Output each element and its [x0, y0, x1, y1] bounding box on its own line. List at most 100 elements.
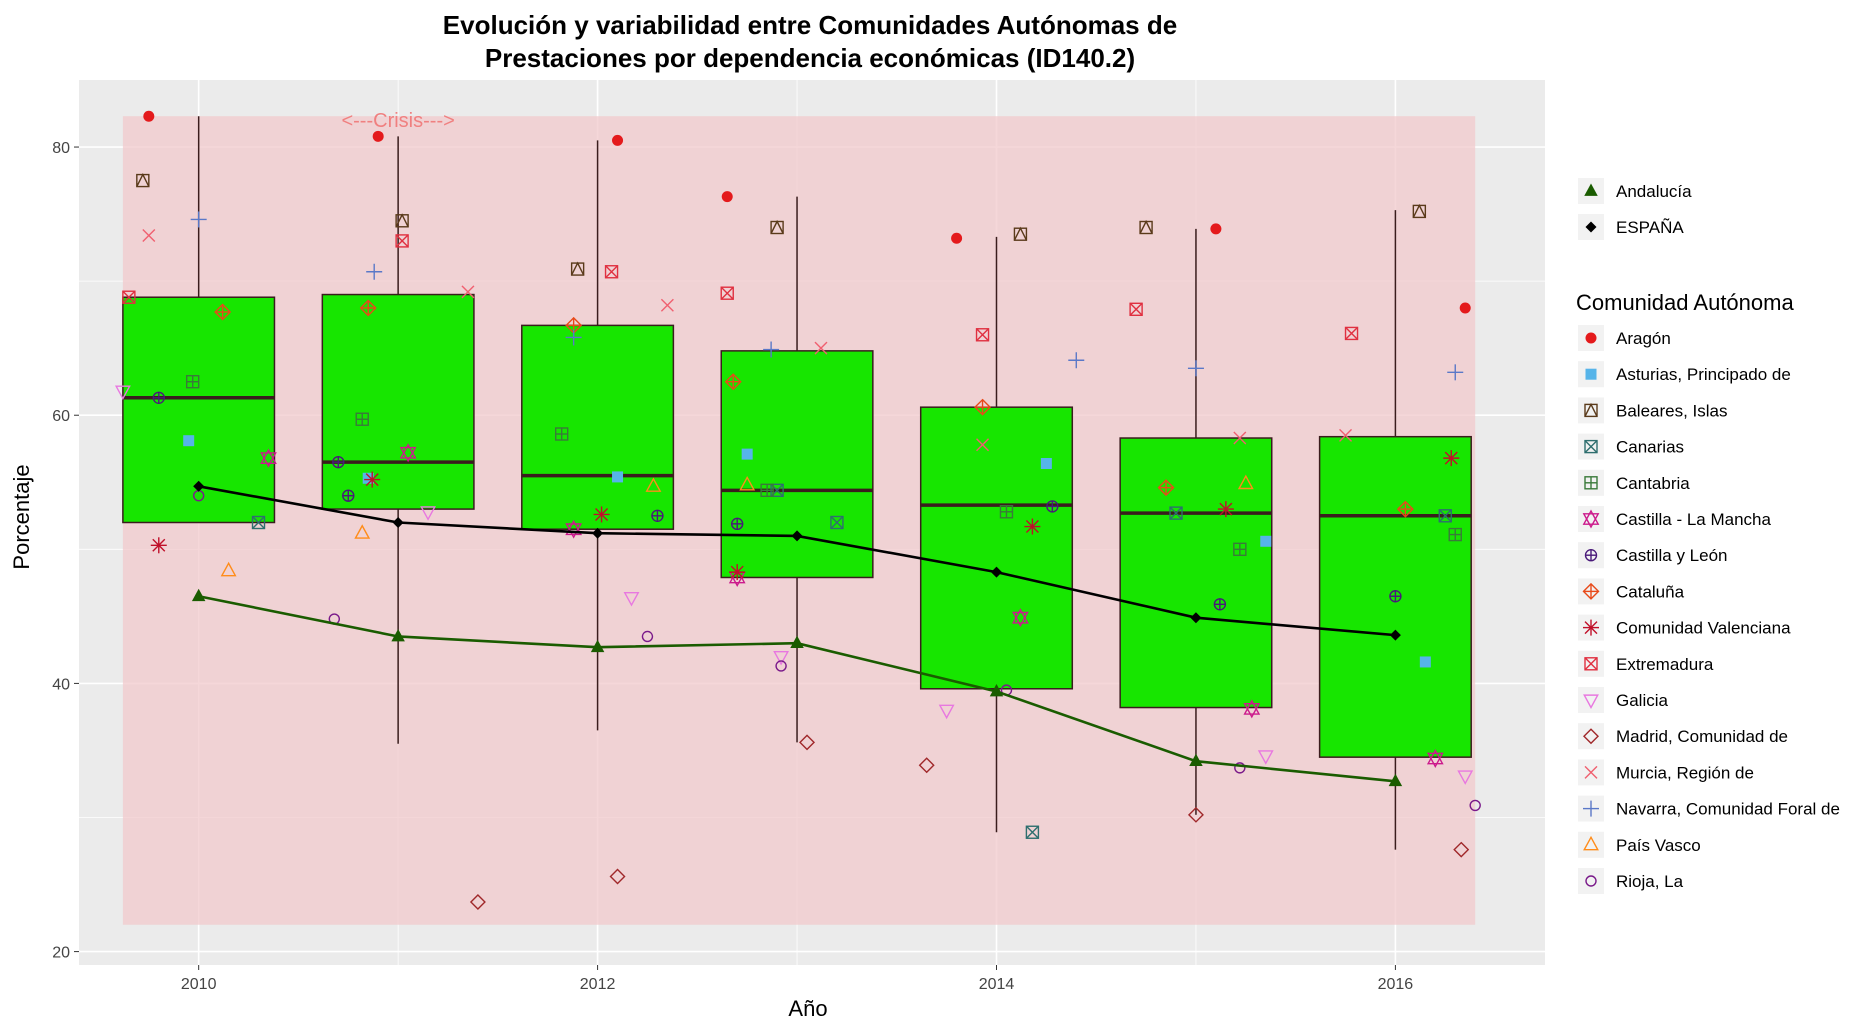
- point-murcia-regi-n-de: [461, 285, 475, 299]
- point-asturias-principado-de: [1040, 458, 1052, 469]
- legend-key-marker: [1584, 439, 1598, 454]
- point-arag-n: [372, 130, 384, 142]
- point-canarias: [1025, 825, 1040, 839]
- point-navarra-comunidad-foral-de: [565, 329, 582, 346]
- legend-title: Comunidad Autónoma: [1576, 290, 1794, 315]
- legend-key: [1578, 831, 1604, 858]
- series-point: [1190, 612, 1202, 624]
- point-extremadura: [1344, 326, 1359, 341]
- point-asturias-principado-de: [183, 435, 195, 447]
- point-galicia: [1257, 750, 1274, 765]
- point-madrid-comunidad-de: [799, 734, 816, 751]
- point-castilla-y-le-n: [332, 455, 345, 469]
- box-body: [321, 293, 475, 510]
- legend-key-marker: [1585, 332, 1597, 344]
- x-tick-label: 2016: [1378, 976, 1414, 993]
- point-arag-n: [951, 232, 963, 244]
- community-points: [114, 110, 1481, 910]
- box-body: [1119, 437, 1273, 709]
- series-point: [592, 527, 604, 539]
- legend-community-label: Cantabria: [1616, 474, 1690, 493]
- point-castilla-la-mancha: [1243, 699, 1261, 719]
- box-body: [919, 406, 1074, 690]
- point-canarias: [1438, 509, 1452, 523]
- box-2014: [919, 236, 1074, 833]
- point-navarra-comunidad-foral-de: [1068, 352, 1085, 369]
- point-madrid-comunidad-de: [469, 893, 486, 910]
- point-galicia: [938, 704, 955, 720]
- point-galicia: [114, 385, 131, 401]
- point-comunidad-valenciana: [1443, 450, 1460, 467]
- point-pa-s-vasco: [354, 524, 371, 539]
- point-baleares-islas: [570, 261, 585, 276]
- legend-community-label: Castilla y León: [1616, 546, 1728, 565]
- point-asturias-principado-de: [612, 471, 624, 483]
- point-murcia-regi-n-de: [1233, 431, 1247, 445]
- legend-key-marker: [1585, 368, 1597, 380]
- y-tick-label: 80: [52, 140, 70, 157]
- series-point: [391, 628, 405, 642]
- point-cantabria: [760, 483, 774, 498]
- point-navarra-comunidad-foral-de: [1187, 360, 1204, 377]
- point-extremadura: [975, 328, 990, 342]
- x-tick-label: 2010: [181, 976, 217, 993]
- plot-area: <---Crisis--->: [79, 80, 1545, 965]
- legend-key-marker: [1583, 619, 1599, 636]
- legend-key-marker: [1583, 728, 1599, 745]
- point-navarra-comunidad-foral-de: [1447, 364, 1464, 381]
- legend-community-label: Canarias: [1616, 438, 1684, 457]
- series-point: [1389, 629, 1401, 641]
- point-castilla-y-le-n: [1213, 598, 1227, 611]
- point-arag-n: [612, 134, 624, 146]
- point-castilla-la-mancha: [260, 448, 277, 468]
- point-castilla-y-le-n: [342, 489, 355, 502]
- point-madrid-comunidad-de: [918, 757, 935, 774]
- legend-community-label: Extremadura: [1616, 655, 1714, 674]
- point-rioja-la: [641, 630, 654, 643]
- point-murcia-regi-n-de: [976, 438, 990, 452]
- legend-key-marker: [1583, 694, 1599, 709]
- series-andaluc-a: [191, 588, 1403, 787]
- point-baleares-islas: [1412, 203, 1427, 219]
- legend-community-label: Madrid, Comunidad de: [1616, 727, 1788, 746]
- point-murcia-regi-n-de: [142, 229, 156, 243]
- point-extremadura: [720, 286, 734, 300]
- chart-title-line-2: Prestaciones por dependencia económicas …: [485, 43, 1135, 73]
- legend-community-label: Galicia: [1616, 691, 1669, 710]
- series-espa-a: [193, 480, 1401, 641]
- point-baleares-islas: [770, 219, 784, 235]
- series-point: [590, 639, 605, 653]
- legend-community-label: Navarra, Comunidad Foral de: [1616, 800, 1840, 819]
- point-baleares-islas: [395, 213, 409, 228]
- series-point: [790, 635, 804, 649]
- point-asturias-principado-de: [362, 472, 374, 484]
- series-point: [1189, 753, 1203, 767]
- legend-key: [1578, 687, 1604, 713]
- point-castilla-y-le-n: [152, 391, 165, 404]
- point-castilla-y-le-n: [1389, 590, 1402, 603]
- legend-series-label: ESPAÑA: [1616, 218, 1684, 237]
- legend-key: [1578, 397, 1604, 424]
- point-cantabria: [554, 427, 569, 441]
- point-castilla-la-mancha: [1426, 749, 1444, 768]
- x-axis-title: Año: [788, 996, 827, 1021]
- legend-community-label: Baleares, Islas: [1616, 401, 1728, 420]
- point-cantabria: [1448, 527, 1462, 542]
- series-point: [193, 480, 205, 492]
- point-cantabria: [185, 375, 200, 389]
- point-murcia-regi-n-de: [1339, 428, 1353, 442]
- point-pa-s-vasco: [739, 475, 756, 491]
- legend-series-label: Andalucía: [1616, 182, 1692, 201]
- point-galicia: [1457, 770, 1474, 785]
- point-comunidad-valenciana: [1024, 518, 1041, 535]
- point-rioja-la: [1234, 762, 1246, 774]
- box-body: [521, 324, 675, 530]
- y-tick-label: 20: [52, 945, 70, 962]
- point-rioja-la: [775, 660, 787, 672]
- point-madrid-comunidad-de: [1453, 841, 1470, 858]
- point-canarias: [830, 515, 844, 530]
- point-castilla-y-le-n: [1046, 500, 1059, 513]
- point-extremadura: [122, 290, 136, 304]
- point-comunidad-valenciana: [364, 471, 381, 488]
- point-navarra-comunidad-foral-de: [190, 211, 207, 228]
